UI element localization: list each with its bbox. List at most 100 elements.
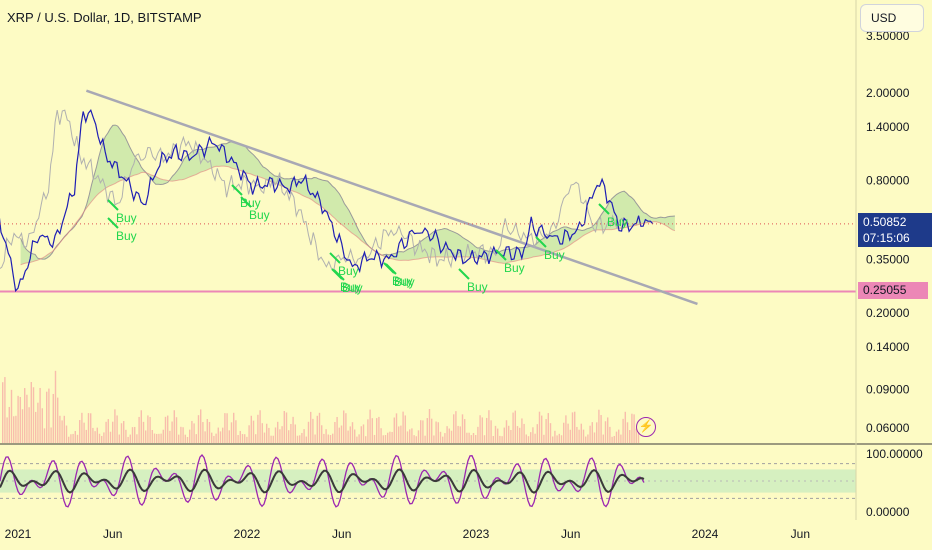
volume-bar: [230, 422, 233, 443]
volume-bar: [21, 409, 24, 443]
buy-signal-line: [495, 249, 507, 261]
volume-bar: [587, 434, 589, 443]
volume-bar: [532, 427, 534, 443]
volume-bar: [525, 434, 527, 443]
volume-bar: [191, 420, 193, 443]
volume-bar: [70, 434, 72, 443]
volume-bar: [391, 431, 393, 443]
volume-bar: [296, 435, 299, 443]
volume-bar: [637, 431, 640, 443]
volume-bar: [305, 436, 307, 443]
volume-bar: [635, 428, 637, 443]
buy-signal-line: [329, 252, 341, 264]
volume-bar: [547, 413, 549, 443]
volume-bar: [446, 426, 448, 443]
volume-bar: [272, 435, 274, 443]
trendline: [85, 89, 698, 306]
volume-bar: [208, 421, 211, 443]
volume-bar: [567, 423, 569, 443]
price-axis[interactable]: 2.00000 1.40000 0.80000 0.35000 0.20000 0.140…: [866, 29, 910, 435]
volume-bar: [215, 433, 217, 443]
buy-signal-line: [385, 263, 397, 275]
volume-bar: [431, 418, 433, 443]
volume-bar: [336, 416, 338, 443]
volume-bar: [219, 431, 222, 443]
volume-bar: [417, 430, 420, 443]
lagging-line: [0, 109, 627, 273]
price-tick-label: 0.09000: [866, 382, 910, 396]
volume-bar: [35, 411, 37, 443]
volume-bar: [466, 432, 468, 443]
volume-bar: [266, 423, 268, 443]
volume-bar: [131, 427, 134, 443]
volume-bar: [72, 433, 74, 443]
volume-bar: [593, 432, 596, 443]
volume-bar: [534, 433, 536, 443]
volume-bar: [85, 429, 87, 443]
volume-bar: [173, 410, 175, 443]
volume-bar: [43, 428, 46, 443]
volume-bar: [37, 402, 39, 443]
volume-bar: [200, 409, 202, 443]
volume-bar: [321, 425, 323, 443]
volume-bar: [400, 425, 402, 443]
volume-bar: [468, 432, 470, 443]
volume-bar: [204, 431, 206, 443]
volume-bar: [424, 435, 426, 443]
volume-bar: [503, 427, 505, 443]
time-tick-label: 2022: [234, 527, 261, 541]
time-axis[interactable]: 2021 Jun 2022 Jun 2023 Jun 2024 Jun: [5, 527, 810, 541]
volume-bar: [87, 413, 90, 443]
buy-signal-label: Buy: [338, 264, 359, 278]
volume-bar: [217, 427, 219, 443]
volume-bar: [448, 428, 450, 443]
time-tick-label: 2023: [463, 527, 490, 541]
oscillator-slow-line: [0, 468, 645, 494]
volume-bar: [153, 433, 156, 443]
volume-bar: [50, 427, 52, 443]
volume-bar: [512, 412, 514, 443]
volume-bar: [105, 421, 107, 443]
volume-bar: [475, 434, 477, 443]
volume-bar: [140, 410, 142, 443]
volume-bar: [367, 419, 369, 443]
volume-bar: [433, 435, 435, 443]
volume-bar: [211, 432, 213, 443]
volume-bar: [395, 413, 398, 443]
volume-bar: [81, 412, 83, 443]
price-tick-label: 0.35000: [866, 253, 910, 267]
volume-bar: [107, 419, 109, 443]
volume-bar: [103, 432, 105, 443]
volume-bar: [109, 431, 112, 443]
volume-bar: [461, 414, 464, 443]
currency-button[interactable]: USD: [860, 4, 924, 32]
volume-bar: [347, 430, 349, 443]
volume-bar: [444, 433, 446, 443]
volume-bar: [127, 436, 129, 443]
volume-bar: [123, 421, 125, 443]
volume-bar: [415, 436, 417, 443]
price-tick-label: 0.14000: [866, 340, 910, 354]
volume-bar: [490, 420, 492, 443]
volume-bar: [492, 436, 494, 443]
time-tick-label: Jun: [103, 527, 122, 541]
lightning-icon[interactable]: ⚡: [636, 417, 656, 437]
volume-bar: [17, 395, 19, 443]
support-price-tag: 0.25055: [858, 282, 928, 299]
volume-bar: [292, 416, 294, 443]
volume-bar: [257, 414, 259, 443]
volume-bar: [378, 416, 380, 443]
volume-bar: [270, 435, 272, 443]
descending-trendline[interactable]: [85, 89, 698, 306]
volume-bar: [277, 421, 279, 443]
buy-signal-label: Buy: [392, 274, 413, 288]
volume-bar: [439, 431, 442, 443]
volume-bar: [178, 434, 180, 443]
time-tick-label: Jun: [332, 527, 351, 541]
volume-bar: [318, 412, 321, 443]
volume-bar: [622, 418, 624, 443]
buy-signal-label: Buy: [467, 280, 488, 294]
volume-bar: [343, 410, 345, 443]
volume-bar: [288, 430, 290, 443]
